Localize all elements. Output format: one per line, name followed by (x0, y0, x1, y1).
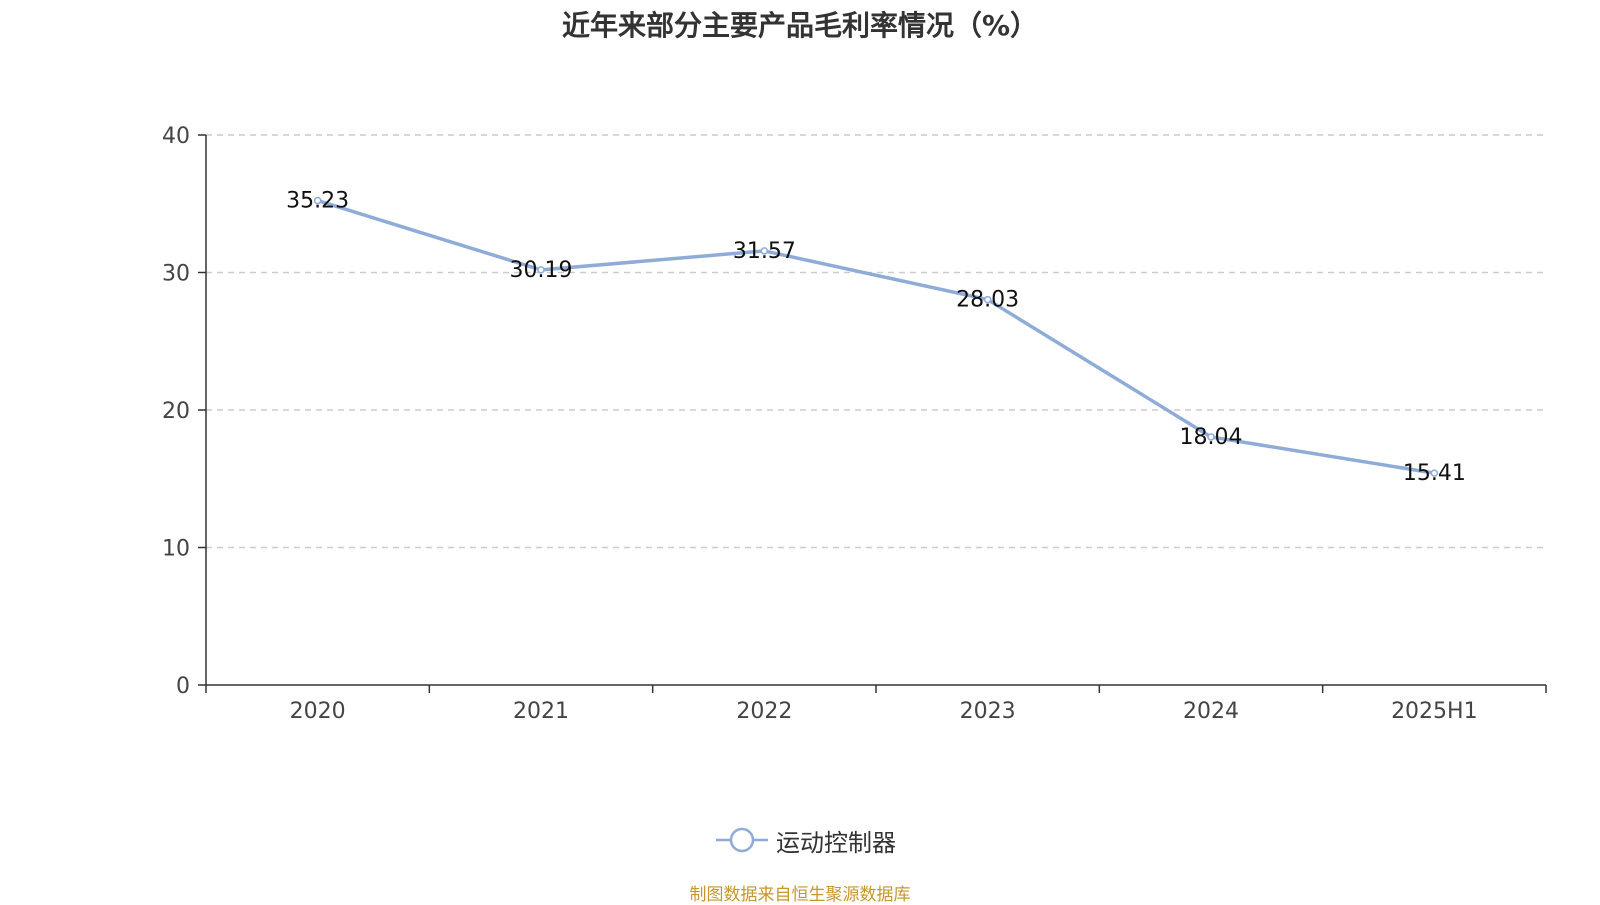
data-label: 35.23 (286, 189, 349, 214)
data-point (760, 247, 769, 255)
y-tick-label: 10 (162, 537, 190, 562)
data-point (983, 295, 992, 304)
label-layer: 35.23 30.19 31.57 28.03 18.04 15.41 (286, 189, 1466, 487)
x-tick-label: 2020 (290, 699, 346, 724)
x-tick-label: 2024 (1183, 699, 1239, 724)
data-point (313, 196, 322, 205)
data-label: 31.57 (733, 239, 796, 264)
data-point (1207, 433, 1215, 441)
y-tick-label: 20 (162, 399, 190, 424)
series-line (315, 198, 1437, 475)
legend[interactable]: 运动控制器 (716, 825, 896, 857)
x-tick-label: 2025H1 (1391, 699, 1478, 724)
data-label: 28.03 (956, 288, 1019, 313)
data-label: 15.41 (1403, 461, 1466, 486)
x-tick-label: 2022 (736, 699, 792, 724)
data-label: 30.19 (510, 258, 573, 283)
y-tick-label: 30 (162, 262, 190, 287)
y-tick-label: 0 (176, 674, 190, 699)
y-tick-label: 40 (162, 124, 190, 149)
chart-title: 近年来部分主要产品毛利率情况（%） (561, 9, 1039, 42)
data-point (1430, 469, 1439, 477)
grid-layer (206, 134, 1546, 549)
legend-line-circle-icon (716, 827, 768, 853)
series-layer (313, 196, 1439, 477)
x-tick-label: 2021 (513, 699, 569, 724)
source-note: 制图数据来自恒生聚源数据库 (689, 885, 911, 905)
data-point (537, 266, 545, 274)
x-tick-label: 2023 (960, 699, 1016, 724)
legend-label: 运动控制器 (776, 828, 896, 857)
data-label: 18.04 (1180, 425, 1243, 450)
axis-layer: 0 10 20 30 40 2020 2021 2022 2023 2024 2025H1 (162, 124, 1547, 724)
